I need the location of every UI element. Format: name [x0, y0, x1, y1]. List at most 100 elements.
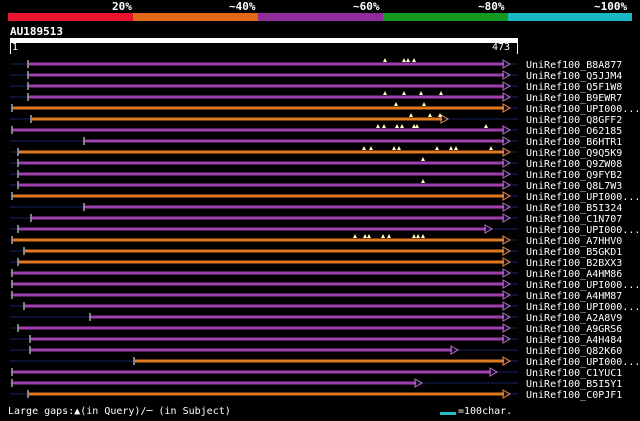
- hit-label[interactable]: UniRef100_UPI000...: [526, 225, 640, 236]
- hit-row[interactable]: UniRef100_B9EWR7: [10, 91, 622, 104]
- hit-row[interactable]: UniRef100_A4H484: [10, 334, 622, 346]
- hit-row[interactable]: UniRef100_Q8GFF2: [10, 113, 622, 126]
- legend-label-60: ~60%: [353, 0, 380, 13]
- hit-row[interactable]: UniRef100_C1YUC1: [10, 367, 622, 379]
- hit-row[interactable]: UniRef100_B5I324: [10, 202, 622, 214]
- hit-row[interactable]: UniRef100_B5GKD1: [10, 246, 622, 258]
- gap-marker-icon: [406, 58, 410, 62]
- hit-row[interactable]: UniRef100_UPI000...: [10, 279, 640, 291]
- gap-marker-icon: [394, 102, 398, 106]
- gap-marker-icon: [438, 113, 442, 117]
- gap-marker-icon: [392, 146, 396, 150]
- hit-label[interactable]: UniRef100_B2BXX3: [526, 258, 622, 269]
- hit-row[interactable]: UniRef100_B5I5Y1: [10, 378, 622, 390]
- hit-end-arrow: [502, 301, 512, 311]
- hit-row[interactable]: UniRef100_A4HM87: [10, 290, 622, 302]
- hit-label[interactable]: UniRef100_A4HM86: [526, 269, 622, 280]
- gap-marker-icon: [454, 146, 458, 150]
- gap-marker-icon: [369, 146, 373, 150]
- hit-label[interactable]: UniRef100_C1YUC1: [526, 368, 622, 379]
- hit-label[interactable]: UniRef100_Q8GFF2: [526, 115, 622, 126]
- gap-marker-icon: [412, 124, 416, 128]
- gap-marker-icon: [422, 102, 426, 106]
- hit-row[interactable]: UniRef100_A7HHV0: [10, 234, 622, 247]
- hit-row[interactable]: UniRef100_UPI000...: [10, 102, 640, 115]
- identity-legend-bar: [8, 13, 632, 21]
- hit-label[interactable]: UniRef100_UPI000...: [526, 302, 640, 313]
- hit-row[interactable]: UniRef100_O62185: [10, 124, 622, 137]
- hit-row[interactable]: UniRef100_C0PJF1: [10, 389, 622, 401]
- hit-end-arrow: [502, 191, 512, 201]
- hit-label[interactable]: UniRef100_B8A877: [526, 60, 622, 71]
- legend-segment-20: [8, 13, 133, 21]
- hit-label[interactable]: UniRef100_B9EWR7: [526, 93, 622, 104]
- hit-row[interactable]: UniRef100_C1N707: [10, 213, 622, 225]
- hit-end-arrow: [502, 81, 512, 91]
- hit-row[interactable]: UniRef100_A9GRS6: [10, 323, 622, 335]
- hit-row[interactable]: UniRef100_Q9ZW08: [10, 157, 622, 170]
- hit-row[interactable]: UniRef100_Q82K60: [10, 345, 622, 357]
- hit-label[interactable]: UniRef100_Q9ZW08: [526, 159, 622, 170]
- hit-end-arrow: [502, 235, 512, 245]
- hit-label[interactable]: UniRef100_Q8L7W3: [526, 181, 622, 192]
- hit-label[interactable]: UniRef100_A4H484: [526, 335, 622, 346]
- legend-label-80: ~80%: [478, 0, 505, 13]
- hit-row[interactable]: UniRef100_A4HM86: [10, 268, 622, 280]
- hit-label[interactable]: UniRef100_B6HTR1: [526, 137, 622, 148]
- hit-row[interactable]: UniRef100_A2A8V9: [10, 312, 622, 324]
- hit-row[interactable]: UniRef100_Q9FYB2: [10, 169, 622, 181]
- hit-row[interactable]: UniRef100_UPI000...: [10, 191, 640, 203]
- hit-end-arrow: [502, 334, 512, 344]
- hit-label[interactable]: UniRef100_A7HHV0: [526, 236, 622, 247]
- legend-segment-60: [258, 13, 383, 21]
- hit-label[interactable]: UniRef100_UPI000...: [526, 192, 640, 203]
- hit-row[interactable]: UniRef100_Q5F1W8: [10, 81, 622, 93]
- hit-end-arrow: [502, 279, 512, 289]
- gap-marker-icon: [400, 124, 404, 128]
- hit-label[interactable]: UniRef100_B5I5Y1: [526, 379, 622, 390]
- hit-label[interactable]: UniRef100_C1N707: [526, 214, 622, 225]
- hit-label[interactable]: UniRef100_Q82K60: [526, 346, 622, 357]
- hit-end-arrow: [502, 290, 512, 300]
- hit-label[interactable]: UniRef100_UPI000...: [526, 280, 640, 291]
- hit-row[interactable]: UniRef100_Q8L7W3: [10, 179, 622, 192]
- gap-marker-icon: [395, 124, 399, 128]
- hit-label[interactable]: UniRef100_Q9Q5K9: [526, 148, 622, 159]
- hit-label[interactable]: UniRef100_Q5JJM4: [526, 71, 622, 82]
- gap-marker-icon: [383, 58, 387, 62]
- gap-marker-icon: [376, 124, 380, 128]
- hit-label[interactable]: UniRef100_UPI000...: [526, 104, 640, 115]
- gap-marker-icon: [421, 179, 425, 183]
- hit-label[interactable]: UniRef100_Q5F1W8: [526, 82, 622, 93]
- gap-marker-icon: [402, 91, 406, 95]
- hit-row[interactable]: UniRef100_Q9Q5K9: [10, 146, 622, 159]
- hit-end-arrow: [502, 257, 512, 267]
- hit-end-arrow: [502, 389, 512, 399]
- hit-row[interactable]: UniRef100_B2BXX3: [10, 257, 622, 269]
- hit-end-arrow: [450, 345, 460, 355]
- gap-marker-icon: [363, 234, 367, 238]
- hit-label[interactable]: UniRef100_A2A8V9: [526, 313, 622, 324]
- hit-end-arrow: [502, 213, 512, 223]
- hit-row[interactable]: UniRef100_UPI000...: [10, 356, 640, 368]
- hit-row[interactable]: UniRef100_UPI000...: [10, 301, 640, 313]
- hit-label[interactable]: UniRef100_B5I324: [526, 203, 622, 214]
- hit-row[interactable]: UniRef100_B6HTR1: [10, 136, 622, 148]
- gap-marker-icon: [367, 234, 371, 238]
- gap-marker-icon: [383, 91, 387, 95]
- legend-segment-100: [508, 13, 632, 21]
- hit-row[interactable]: UniRef100_Q5JJM4: [10, 70, 622, 82]
- hit-label[interactable]: UniRef100_B5GKD1: [526, 247, 622, 258]
- hit-label[interactable]: UniRef100_UPI000...: [526, 357, 640, 368]
- gap-marker-icon: [382, 124, 386, 128]
- query-start: 1: [12, 42, 19, 53]
- legend-label-20: 20%: [112, 0, 132, 13]
- hit-label[interactable]: UniRef100_A9GRS6: [526, 324, 622, 335]
- hit-label[interactable]: UniRef100_C0PJF1: [526, 390, 622, 401]
- hit-row[interactable]: UniRef100_UPI000...: [10, 224, 640, 236]
- gap-marker-icon: [412, 234, 416, 238]
- hit-row[interactable]: UniRef100_B8A877: [10, 58, 622, 71]
- hit-label[interactable]: UniRef100_Q9FYB2: [526, 170, 622, 181]
- hit-label[interactable]: UniRef100_O62185: [526, 126, 622, 137]
- hit-label[interactable]: UniRef100_A4HM87: [526, 291, 622, 302]
